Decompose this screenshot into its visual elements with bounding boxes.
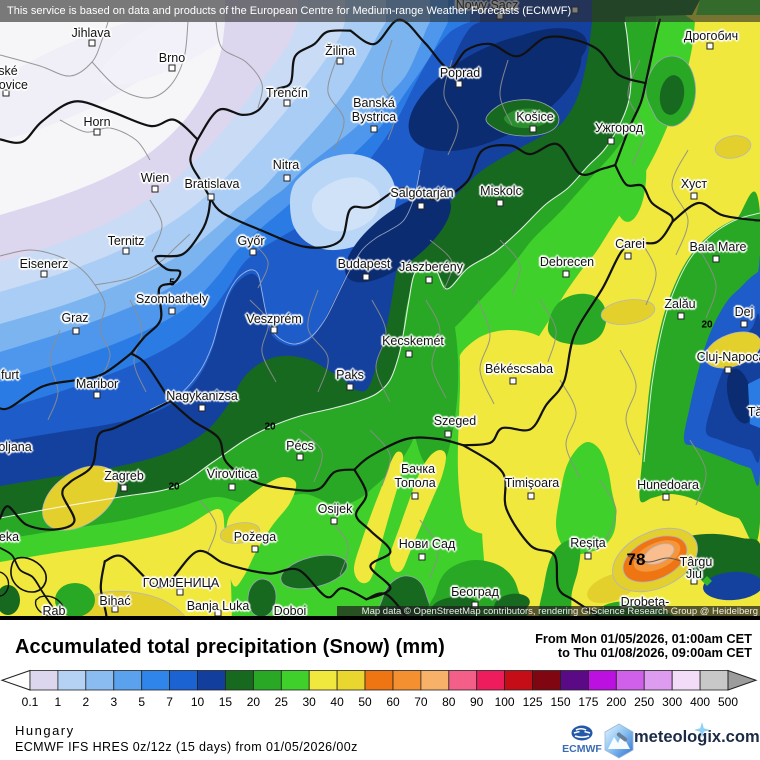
svg-text:ECMWF: ECMWF — [562, 743, 602, 755]
